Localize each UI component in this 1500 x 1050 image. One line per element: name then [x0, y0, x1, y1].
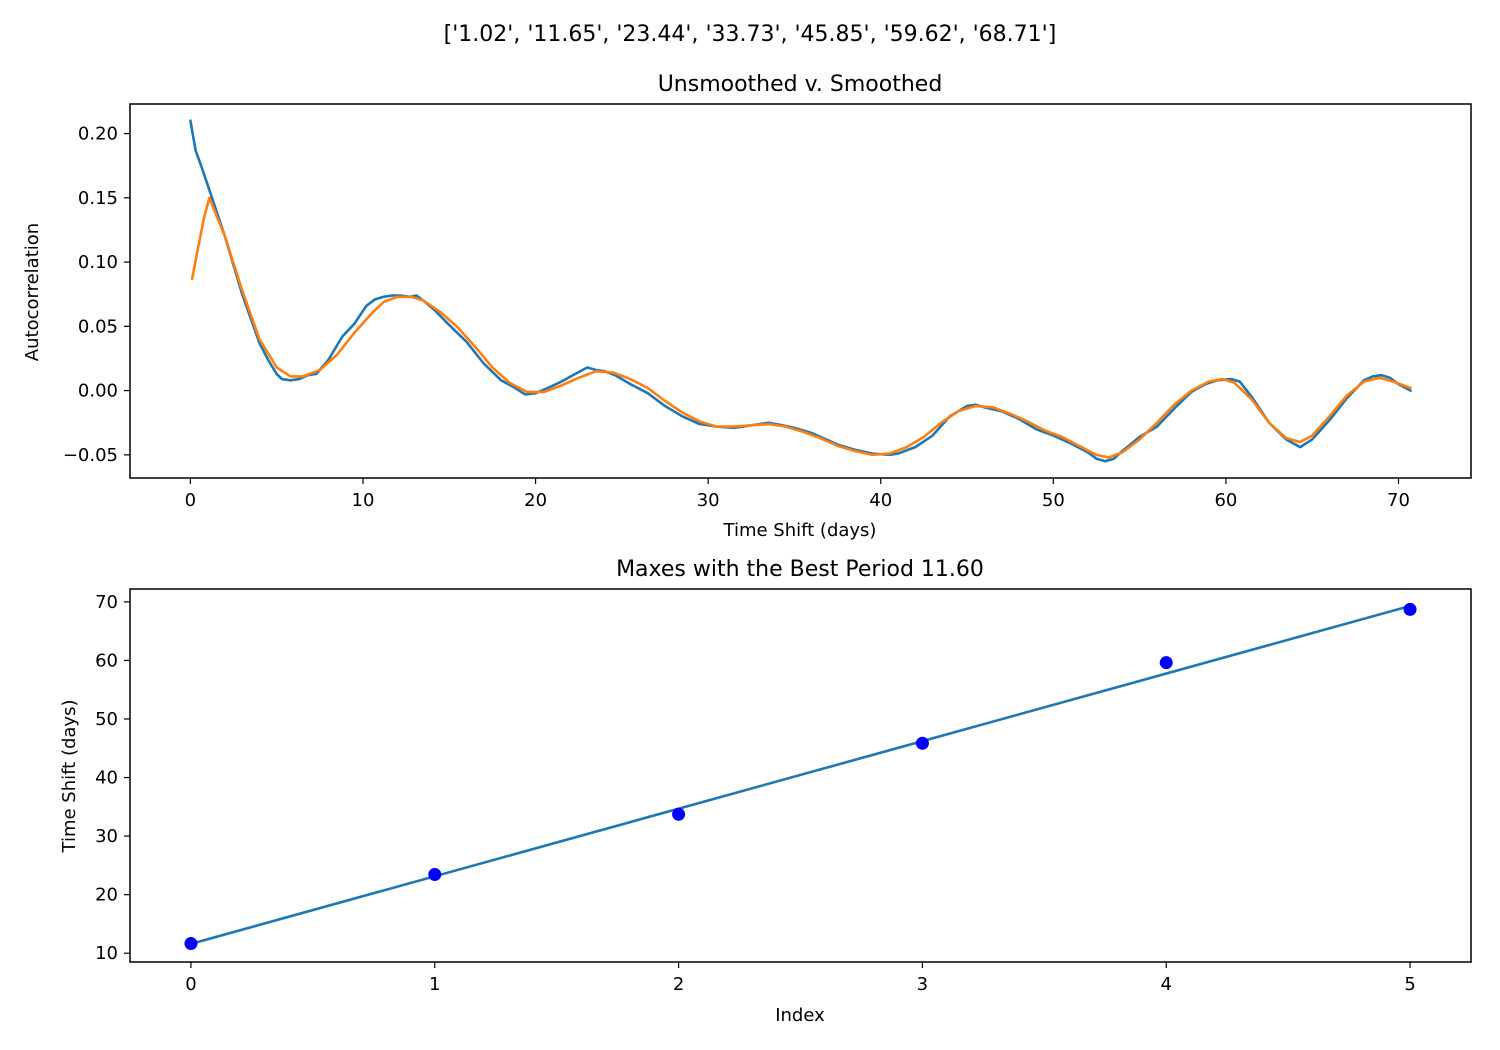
x-tick-label: 5	[1404, 974, 1415, 995]
autocorrelation-axes-frame	[129, 103, 1472, 479]
x-tick-label: 50	[1042, 490, 1065, 511]
y-tick-label: 0.20	[78, 124, 118, 145]
smoothed-series-line	[190, 196, 1412, 459]
autocorrelation-y-ticks: −0.05 0.00 0.05 0.10 0.15 0.20	[63, 124, 130, 466]
autocorrelation-y-label: Autocorrelation	[22, 223, 43, 361]
y-tick-label: 60	[95, 650, 118, 671]
x-tick-label: 60	[1214, 490, 1237, 511]
x-tick-label: 3	[917, 974, 928, 995]
autocorrelation-data-layer	[189, 119, 1412, 463]
y-tick-label: −0.05	[63, 445, 118, 466]
autocorrelation-axes: Unsmoothed v. Smoothed 0 10 20 30 40 50 60 70 −…	[22, 72, 1472, 541]
maxima-point	[915, 736, 929, 750]
y-tick-label: 20	[95, 885, 118, 906]
maxima-point	[428, 868, 442, 882]
maxes-x-ticks: 0 1 2 3 4 5	[185, 962, 1416, 995]
maxima-point	[1403, 602, 1417, 616]
autocorrelation-title: Unsmoothed v. Smoothed	[658, 72, 943, 97]
x-tick-label: 40	[869, 490, 892, 511]
maxima-point	[1159, 656, 1173, 670]
x-tick-label: 4	[1161, 974, 1172, 995]
maxes-plot-area	[129, 588, 1472, 963]
maxima-point	[184, 937, 198, 951]
y-tick-label: 50	[95, 709, 118, 730]
y-tick-label: 0.05	[78, 316, 118, 337]
autocorrelation-x-label: Time Shift (days)	[723, 520, 877, 541]
x-tick-label: 0	[185, 490, 196, 511]
autocorrelation-plot-area	[129, 103, 1472, 479]
x-tick-label: 70	[1387, 490, 1410, 511]
autocorrelation-x-ticks: 0 10 20 30 40 50 60 70	[185, 478, 1410, 511]
y-tick-label: 40	[95, 768, 118, 789]
x-tick-label: 2	[673, 974, 684, 995]
y-tick-label: 0.00	[78, 381, 118, 402]
x-tick-label: 1	[429, 974, 440, 995]
figure-suptitle: ['1.02', '11.65', '23.44', '33.73', '45.…	[444, 22, 1057, 47]
x-tick-label: 20	[524, 490, 547, 511]
maxes-x-label: Index	[775, 1005, 825, 1026]
y-tick-label: 70	[95, 592, 118, 613]
maxes-y-ticks: 10 20 30 40 50 60 70	[95, 592, 130, 964]
x-tick-label: 0	[185, 974, 196, 995]
maxes-data-layer	[184, 602, 1417, 951]
maxes-axes-frame	[129, 588, 1472, 963]
maxes-y-label: Time Shift (days)	[59, 700, 80, 854]
maxes-title: Maxes with the Best Period 11.60	[616, 557, 984, 582]
y-tick-label: 30	[95, 826, 118, 847]
y-tick-label: 10	[95, 943, 118, 964]
x-tick-label: 10	[352, 490, 375, 511]
y-tick-label: 0.15	[78, 188, 118, 209]
y-tick-label: 0.10	[78, 252, 118, 273]
x-tick-label: 30	[697, 490, 720, 511]
maxima-point	[672, 807, 686, 821]
best-period-fit-line	[190, 604, 1411, 946]
